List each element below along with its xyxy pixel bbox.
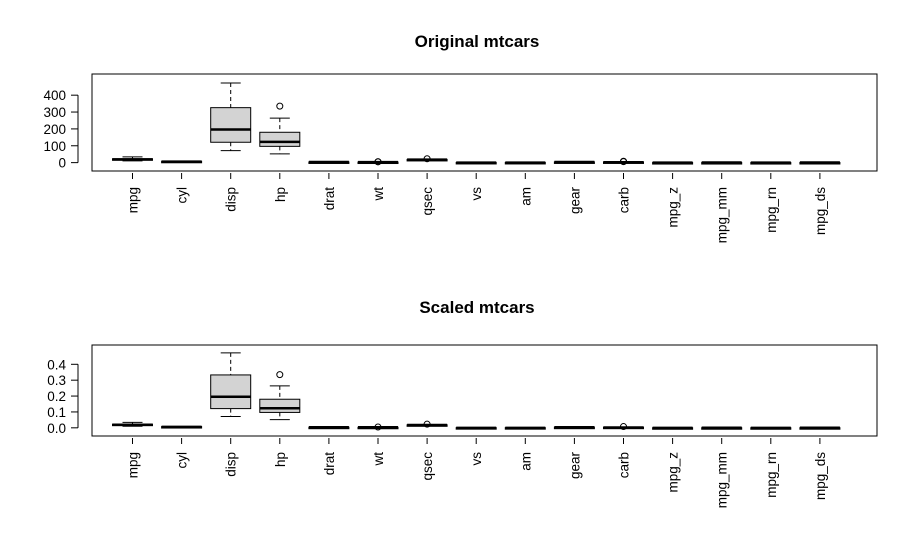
x-tick-label: mpg_z [666, 452, 681, 493]
y-tick-label: 100 [43, 139, 66, 154]
box-outlier [423, 155, 431, 163]
plot-frame [91, 344, 878, 437]
x-tick-label: cyl [175, 187, 190, 204]
y-tick-label: 300 [43, 105, 66, 120]
panel-original: Original mtcars 0 100 200 300 400 mpg cyl disp h… [43, 32, 878, 243]
y-tick-label: 0.3 [47, 373, 66, 388]
x-tick-label: gear [567, 452, 582, 480]
box-outlier [620, 423, 627, 431]
x-tick-label: carb [617, 187, 632, 213]
y-tick-label: 0.2 [47, 389, 66, 404]
x-tick-label: wt [371, 452, 386, 467]
x-tick-label: mpg [126, 452, 141, 478]
y-tick-label: 0.1 [47, 405, 66, 420]
x-tick-label: am [518, 187, 533, 206]
panel-scaled: Scaled mtcars 0.00.10.20.30.4 mpg cyl disp h… [47, 298, 878, 508]
box-outlier [276, 371, 284, 379]
y-tick-label: 0.0 [47, 421, 66, 436]
x-tick-label: wt [371, 187, 386, 202]
y-tick-label: 200 [43, 122, 66, 137]
box-outlier [423, 420, 431, 428]
y-tick-label: 0.4 [47, 357, 66, 372]
x-tick-label: mpg_z [666, 187, 681, 228]
y-tick-label: 400 [43, 88, 66, 103]
x-tick-label: gear [567, 187, 582, 215]
x-tick-label: qsec [420, 452, 435, 481]
x-tick-label: hp [273, 452, 288, 467]
x-tick-label: vs [469, 452, 484, 466]
plot-frame [91, 73, 878, 172]
chart-title-original: Original mtcars [415, 32, 540, 51]
y-tick-label: 0 [58, 156, 66, 171]
x-tick-label: mpg_mm [715, 452, 730, 508]
x-tick-label: disp [224, 187, 239, 212]
x-tick-label: vs [469, 187, 484, 201]
x-tick-label: mpg [126, 187, 141, 213]
x-tick-label: mpg_mm [715, 187, 730, 243]
box-hp [259, 131, 301, 147]
box-outlier [620, 157, 627, 165]
x-tick-label: am [518, 452, 533, 471]
x-tick-label: mpg_rn [764, 452, 779, 498]
box-disp [210, 374, 252, 410]
x-tick-label: drat [322, 452, 337, 476]
x-tick-label: drat [322, 187, 337, 211]
x-tick-label: mpg_ds [813, 452, 828, 500]
x-tick-label: carb [617, 452, 632, 478]
box-outlier [374, 423, 382, 431]
box-outlier [276, 102, 284, 110]
x-tick-label: qsec [420, 187, 435, 216]
chart-title-scaled: Scaled mtcars [419, 298, 534, 317]
box-disp [210, 107, 252, 143]
box-outlier [374, 158, 382, 166]
x-tick-label: cyl [175, 452, 190, 469]
x-tick-label: hp [273, 187, 288, 202]
x-tick-label: mpg_ds [813, 187, 828, 235]
x-tick-label: disp [224, 452, 239, 477]
x-tick-label: mpg_rn [764, 187, 779, 233]
box-hp [259, 398, 301, 413]
